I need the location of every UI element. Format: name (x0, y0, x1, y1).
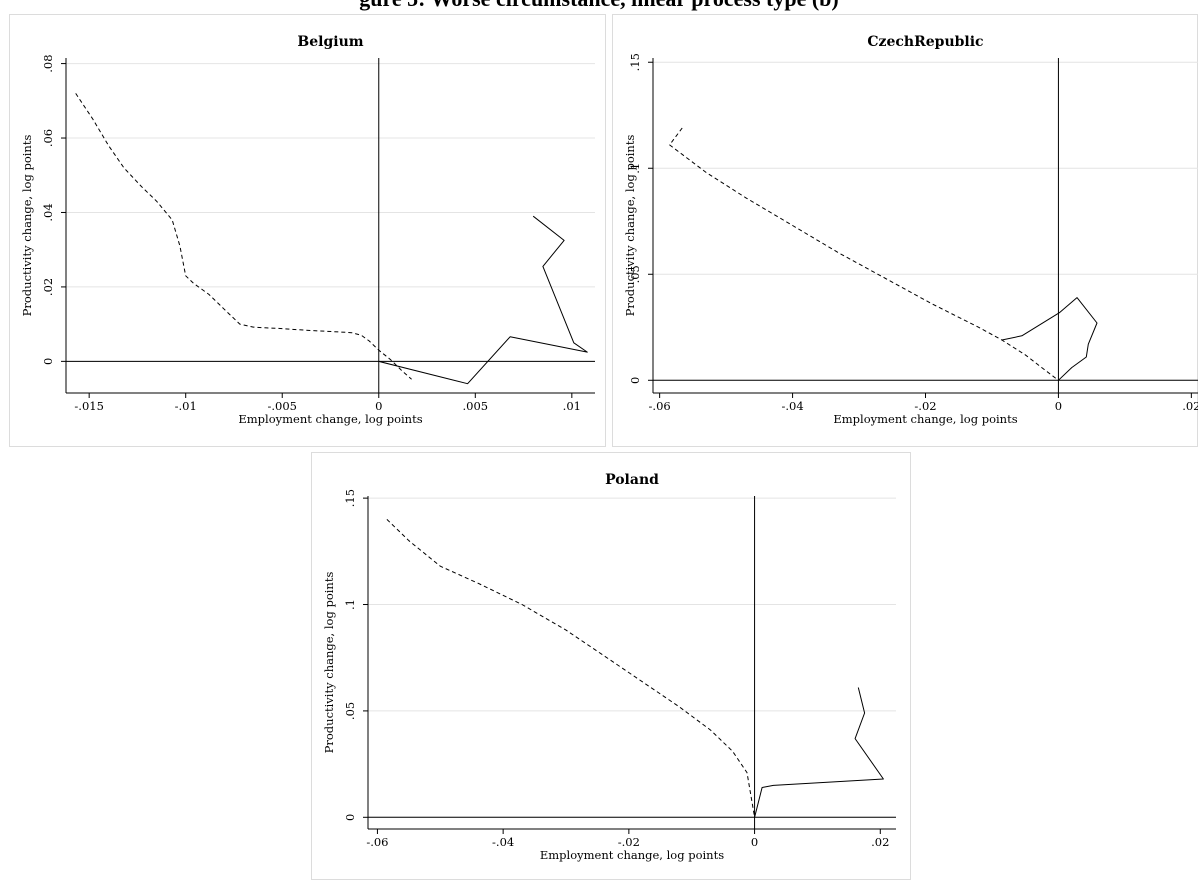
x-tick-label: 0 (375, 399, 382, 413)
chart-panel-poland: Poland 0 .05 .1 .15 -.06 -.04 -.02 0 .02 Employmen… (311, 452, 911, 880)
y-tick-label: .02 (41, 278, 55, 296)
series-dashed-line (669, 127, 1059, 381)
panel-frame (9, 14, 606, 447)
y-tick-label: .05 (343, 702, 357, 720)
y-axis-label: Productivity change, log points (322, 572, 336, 754)
series-solid-line (1001, 297, 1098, 381)
series-dashed-line (75, 93, 412, 380)
x-tick-label: -.005 (267, 399, 297, 413)
x-tick-label: -.02 (618, 835, 640, 849)
y-tick-label: .1 (628, 163, 642, 174)
chart-panel-belgium: Belgium 0 .02 .04 .06 .08 -.015 -.01 -.005 0 .005.… (9, 14, 606, 447)
y-tick-label: .1 (343, 599, 357, 610)
series-dashed-line (386, 519, 756, 818)
x-tick-label: -.06 (649, 399, 671, 413)
figure-caption: gure 5: Worse circumstance, linear proce… (0, 0, 1198, 12)
y-tick-label: .08 (41, 54, 55, 72)
x-axis-label: Employment change, log points (540, 848, 724, 862)
x-tick-label: -.015 (74, 399, 104, 413)
x-tick-label: -.04 (492, 835, 514, 849)
y-tick-label: .05 (628, 265, 642, 283)
y-axis-label: Productivity change, log points (20, 135, 34, 317)
x-tick-label: -.01 (175, 399, 197, 413)
x-tick-label: -.02 (914, 399, 936, 413)
x-tick-label: .02 (1182, 399, 1198, 413)
panel-frame (311, 452, 911, 880)
panel-title: CzechRepublic (867, 34, 983, 50)
x-tick-label: 0 (1055, 399, 1062, 413)
x-tick-label: 0 (751, 835, 758, 849)
series-solid-line (754, 687, 884, 818)
x-tick-label: -.06 (366, 835, 388, 849)
y-tick-label: 0 (41, 358, 55, 365)
y-tick-label: 0 (628, 377, 642, 384)
panel-title: Belgium (297, 34, 363, 50)
x-axis-label: Employment change, log points (238, 412, 422, 426)
x-tick-label: .005 (462, 399, 488, 413)
x-tick-label: -.04 (781, 399, 803, 413)
y-axis-label: Productivity change, log points (623, 135, 637, 317)
y-tick-label: .15 (628, 53, 642, 71)
y-tick-label: .04 (41, 203, 55, 221)
y-tick-label: 0 (343, 814, 357, 821)
y-tick-label: .15 (343, 489, 357, 507)
chart-panel-czech-republic: CzechRepublic 0 .05 .1 .15 -.06 -.04 -.02 0 .02 Em… (612, 14, 1198, 447)
panel-frame (612, 14, 1198, 447)
x-tick-label: .01 (563, 399, 581, 413)
series-solid-line (378, 215, 588, 385)
panel-title: Poland (605, 472, 659, 488)
x-axis-label: Employment change, log points (833, 412, 1017, 426)
y-tick-label: .06 (41, 129, 55, 147)
x-tick-label: .02 (871, 835, 889, 849)
